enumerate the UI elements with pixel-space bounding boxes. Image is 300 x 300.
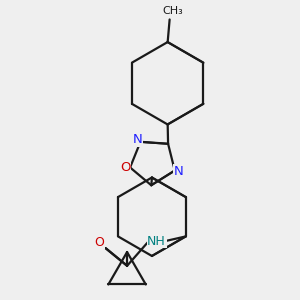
Text: O: O	[120, 161, 130, 174]
Text: NH: NH	[147, 235, 166, 248]
Text: N: N	[133, 133, 142, 146]
Text: O: O	[95, 236, 104, 249]
Text: N: N	[174, 165, 184, 178]
Text: CH₃: CH₃	[162, 6, 183, 16]
